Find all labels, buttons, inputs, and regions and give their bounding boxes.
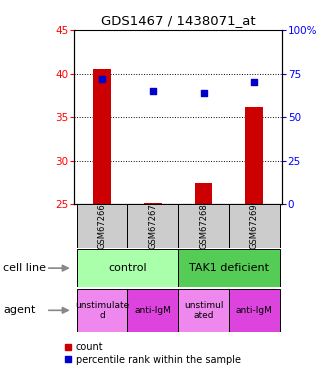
Bar: [178, 204, 229, 248]
Bar: [178, 249, 280, 287]
Text: GSM67269: GSM67269: [250, 203, 259, 249]
Bar: [178, 289, 229, 332]
Text: unstimulate
d: unstimulate d: [75, 301, 129, 320]
Bar: [77, 204, 127, 248]
Bar: [93, 69, 111, 204]
Bar: [77, 289, 127, 332]
Bar: [246, 107, 263, 204]
Bar: [127, 204, 178, 248]
Point: [251, 80, 257, 86]
Point: [201, 90, 206, 96]
Bar: [127, 289, 178, 332]
Bar: [229, 289, 280, 332]
Text: anti-IgM: anti-IgM: [134, 306, 171, 315]
Text: cell line: cell line: [3, 263, 46, 273]
Bar: [144, 202, 162, 204]
Text: TAK1 deficient: TAK1 deficient: [189, 263, 269, 273]
Text: GSM67268: GSM67268: [199, 203, 208, 249]
Text: control: control: [108, 263, 147, 273]
Text: unstimul
ated: unstimul ated: [184, 301, 223, 320]
Text: GSM67267: GSM67267: [148, 203, 157, 249]
Bar: [77, 249, 178, 287]
Bar: [195, 183, 213, 204]
Legend: count, percentile rank within the sample: count, percentile rank within the sample: [64, 342, 241, 365]
Bar: [229, 204, 280, 248]
Text: GSM67266: GSM67266: [98, 203, 107, 249]
Title: GDS1467 / 1438071_at: GDS1467 / 1438071_at: [101, 15, 255, 27]
Point: [100, 76, 105, 82]
Text: anti-IgM: anti-IgM: [236, 306, 273, 315]
Text: agent: agent: [3, 305, 36, 315]
Point: [150, 88, 155, 94]
